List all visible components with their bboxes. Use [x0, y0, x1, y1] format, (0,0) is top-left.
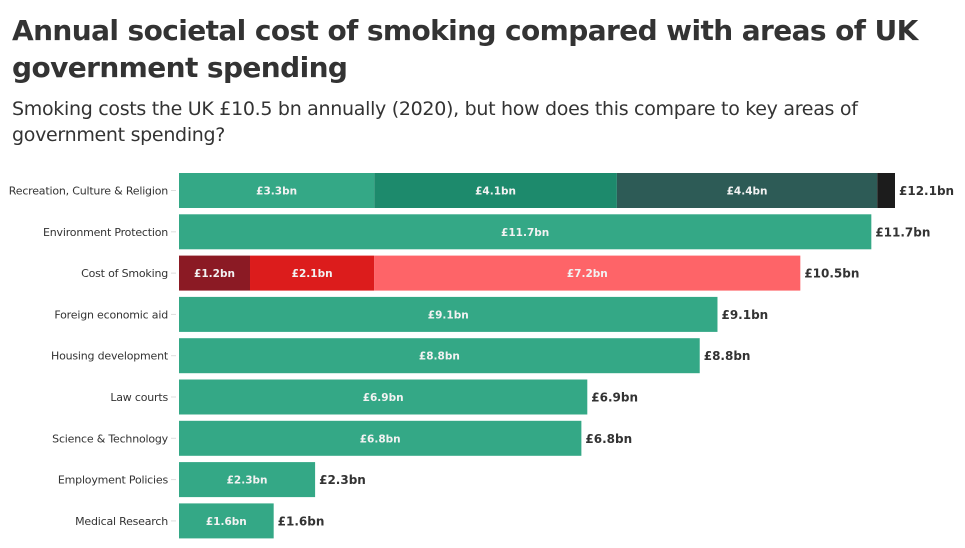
segment-label: £4.1bn: [475, 186, 516, 198]
segment-label: £1.6bn: [206, 516, 247, 528]
bar-segment[interactable]: [179, 255, 251, 291]
total-label: £8.8bn: [704, 349, 751, 363]
bar-segment[interactable]: [179, 503, 274, 539]
total-label: £6.8bn: [585, 432, 632, 446]
category-label: Housing development: [51, 350, 169, 363]
total-label: £6.9bn: [591, 391, 638, 405]
bar-row: Foreign economic aid £9.1bn £9.1bn: [54, 296, 768, 332]
total-label: £9.1bn: [721, 308, 768, 322]
category-label: Science & Technology: [52, 432, 169, 445]
bar-segment[interactable]: [179, 296, 718, 332]
segment-label: £7.2bn: [567, 268, 608, 280]
bar-segment[interactable]: [877, 173, 895, 208]
segment-label: £4.4bn: [727, 186, 768, 198]
segment-label: £3.3bn: [256, 186, 297, 198]
category-label: Environment Protection: [43, 226, 168, 239]
bar-segment[interactable]: [250, 255, 375, 291]
segment-label: £2.1bn: [292, 268, 333, 280]
bar-segment[interactable]: [179, 173, 375, 208]
bar-segment[interactable]: [179, 214, 872, 250]
segment-label: £6.9bn: [363, 392, 404, 404]
chart-subtitle: Smoking costs the UK £10.5 bn annually (…: [12, 98, 858, 146]
bar-row: Environment Protection £11.7bn £11.7bn: [43, 214, 930, 250]
bar-segment[interactable]: [179, 379, 588, 415]
total-label: £1.6bn: [278, 514, 325, 528]
category-label: Law courts: [110, 391, 168, 404]
segment-label: £1.2bn: [194, 268, 235, 280]
bar-row: Cost of Smoking £1.2bn £2.1bn £7.2bn £10.5bn: [81, 255, 859, 291]
bar-segment[interactable]: [179, 420, 582, 456]
category-label: Medical Research: [75, 515, 168, 528]
category-label: Cost of Smoking: [81, 267, 168, 280]
chart-title: Annual societal cost of smoking compared…: [12, 14, 918, 84]
segment-label: £9.1bn: [428, 309, 469, 321]
bar-row: Recreation, Culture & Religion £3.3bn £4.1…: [9, 173, 954, 208]
category-label: Employment Policies: [58, 474, 169, 487]
bar-row: Housing development £8.8bn £8.8bn: [51, 338, 751, 374]
bar-segment[interactable]: [374, 173, 617, 208]
bar-segment[interactable]: [374, 255, 801, 291]
segment-label: £6.8bn: [360, 433, 401, 445]
bar-segment[interactable]: [179, 338, 700, 374]
segment-label: £8.8bn: [419, 351, 460, 363]
bar-segment[interactable]: [179, 462, 316, 498]
category-label: Foreign economic aid: [54, 308, 168, 321]
bar-row: Science & Technology £6.8bn £6.8bn: [52, 420, 632, 456]
bar-row: Medical Research £1.6bn £1.6bn: [75, 503, 325, 539]
total-label: £10.5bn: [804, 267, 859, 281]
total-label: £11.7bn: [875, 225, 930, 239]
category-label: Recreation, Culture & Religion: [9, 185, 168, 198]
bar-row: Law courts £6.9bn £6.9bn: [110, 379, 638, 415]
bar-segment[interactable]: [616, 173, 878, 208]
bar-row: Employment Policies £2.3bn £2.3bn: [58, 462, 366, 498]
total-label: £2.3bn: [319, 473, 366, 487]
chart-bars: Recreation, Culture & Religion £3.3bn £4.1…: [9, 173, 954, 539]
segment-label: £2.3bn: [227, 475, 268, 487]
total-label: £12.1bn: [899, 184, 954, 198]
segment-label: £11.7bn: [501, 227, 549, 239]
